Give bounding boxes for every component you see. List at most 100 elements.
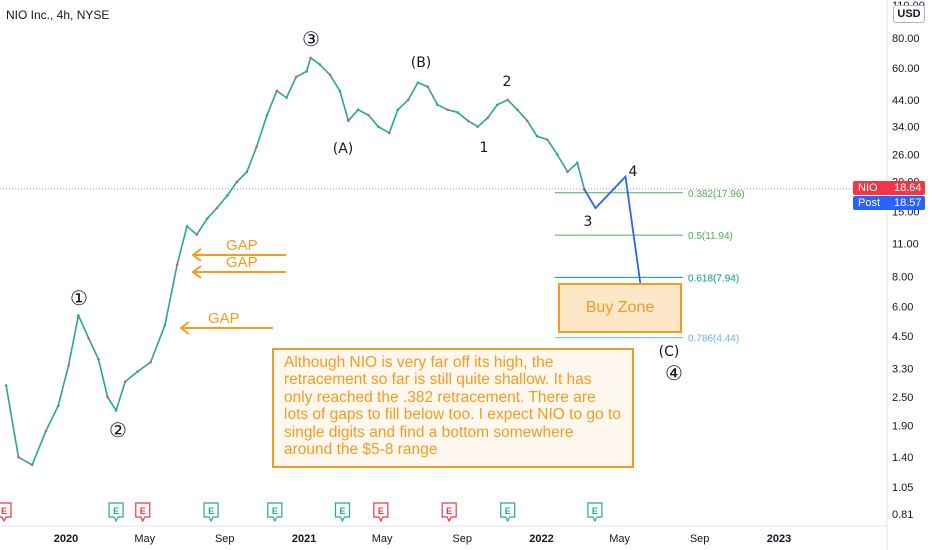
price-point <box>185 224 189 228</box>
price-point <box>163 323 167 327</box>
price-point <box>294 75 298 79</box>
wave-label: 2 <box>503 74 512 90</box>
gap-arrow-head <box>191 248 202 262</box>
wave-label: (A) <box>333 141 354 157</box>
earnings-marker <box>500 502 516 523</box>
y-tick-label: 0.81 <box>892 509 913 521</box>
y-tick-label: 3.30 <box>892 363 913 375</box>
y-tick-label: 44.00 <box>892 95 920 107</box>
earnings-marker <box>0 502 12 523</box>
price-point <box>546 138 549 141</box>
price-point <box>44 429 48 433</box>
post-price-tag: Post 18.57 <box>853 196 925 210</box>
price-point <box>255 145 258 149</box>
earnings-marker <box>267 502 283 523</box>
earnings-marker-label: E <box>1 506 7 516</box>
price-point <box>388 131 391 135</box>
earnings-marker <box>373 502 389 523</box>
price-point <box>426 85 430 89</box>
gap-arrow-head <box>191 265 202 279</box>
fib-level-label: 0.618(7.94) <box>688 273 739 284</box>
wave-label: 4 <box>629 164 638 180</box>
price-point <box>367 113 370 117</box>
earnings-marker-label: E <box>272 506 278 516</box>
price-point <box>566 170 569 174</box>
price-point <box>328 73 332 77</box>
price-point <box>106 395 109 399</box>
earnings-marker-label: E <box>339 506 345 516</box>
price-point <box>506 98 510 102</box>
price-point <box>318 63 322 66</box>
wave-label: 3 <box>584 214 593 230</box>
x-tick-label: 2020 <box>54 533 78 545</box>
earnings-marker-label: E <box>208 506 214 516</box>
earnings-marker <box>135 502 151 523</box>
x-tick-label: 2022 <box>529 533 553 545</box>
price-point <box>376 125 380 128</box>
price-point <box>97 358 100 361</box>
y-tick-label: 1.90 <box>892 421 913 433</box>
price-series-line <box>5 57 586 466</box>
last-price-tag: NIO 18.64 <box>853 181 925 195</box>
price-point <box>77 314 80 317</box>
price-point <box>396 108 400 112</box>
x-tick-label: May <box>134 533 155 545</box>
wave-label: (C) <box>659 344 680 360</box>
y-tick-label: 8.00 <box>892 272 913 284</box>
y-tick-label: 4.50 <box>892 331 913 343</box>
price-point <box>235 180 239 183</box>
price-point <box>265 113 269 117</box>
gap-label: GAP <box>226 237 258 254</box>
y-tick-label: 60.00 <box>892 63 920 75</box>
fib-level-label: 0.5(11.94) <box>688 231 733 242</box>
last-price-symbol: NIO <box>858 182 878 194</box>
price-point <box>175 263 179 266</box>
y-tick-label: 26.00 <box>892 149 920 161</box>
price-point <box>516 108 519 112</box>
earnings-marker-label: E <box>446 506 452 516</box>
y-tick-label: 80.00 <box>892 33 920 45</box>
price-point <box>486 116 489 120</box>
x-tick-label: May <box>609 533 630 545</box>
earnings-marker <box>108 502 124 523</box>
price-point <box>406 98 410 102</box>
price-point <box>436 103 439 107</box>
earnings-marker <box>334 502 351 523</box>
price-point <box>476 125 480 128</box>
currency-badge[interactable]: USD <box>893 5 925 23</box>
wave-label: ④ <box>665 361 683 385</box>
price-point <box>67 363 70 367</box>
y-tick-label: 11.00 <box>892 239 919 251</box>
price-point <box>285 96 288 99</box>
price-point <box>56 404 60 408</box>
gap-label: GAP <box>226 254 258 271</box>
price-point <box>356 108 360 112</box>
price-point <box>17 455 20 459</box>
wave-label: ③ <box>302 27 320 51</box>
price-point <box>525 119 529 123</box>
x-tick-label: Sep <box>452 533 472 545</box>
wave-label: (B) <box>411 55 432 71</box>
price-point <box>87 337 91 340</box>
wave-label: ② <box>109 418 127 442</box>
buy-zone-box: Buy Zone <box>558 283 682 333</box>
earnings-marker-label: E <box>113 506 119 516</box>
y-tick-label: 1.05 <box>892 482 913 494</box>
y-tick-label: 34.00 <box>892 122 920 134</box>
earnings-marker <box>441 502 457 523</box>
price-point <box>555 153 559 156</box>
post-price-tag-bg <box>853 196 925 210</box>
price-point <box>205 217 209 220</box>
price-point <box>136 370 139 373</box>
earnings-marker-label: E <box>140 506 146 516</box>
last-price-value: 18.64 <box>894 182 922 194</box>
price-point <box>30 463 34 467</box>
price-point <box>114 409 118 412</box>
wave-label: 1 <box>480 140 489 156</box>
earnings-marker-label: E <box>378 506 384 516</box>
earnings-marker <box>587 502 603 523</box>
y-tick-label: 1.40 <box>892 452 913 464</box>
price-point <box>576 161 579 165</box>
